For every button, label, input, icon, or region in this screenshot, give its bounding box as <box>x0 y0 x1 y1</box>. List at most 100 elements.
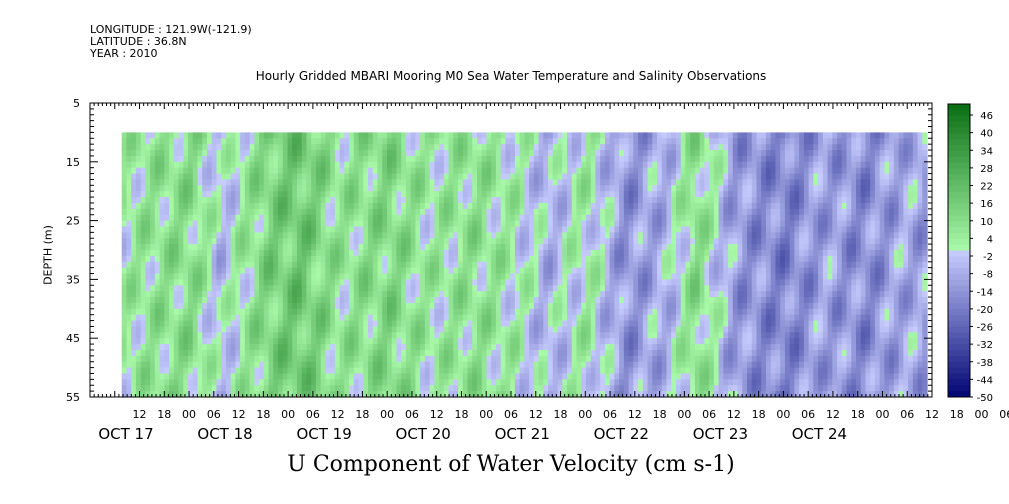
heatmap-cell <box>642 273 649 280</box>
heatmap-cell <box>514 261 521 269</box>
heatmap-cell <box>382 208 388 216</box>
heatmap-cell <box>453 197 459 204</box>
heatmap-cell <box>609 308 615 316</box>
heatmap-cell <box>633 167 639 175</box>
heatmap-cell <box>557 361 563 369</box>
heatmap-cell <box>206 267 213 275</box>
heatmap-cell <box>282 179 289 186</box>
heatmap-cell <box>368 367 374 375</box>
heatmap-cell <box>197 279 203 286</box>
heatmap-cell <box>330 132 336 139</box>
heatmap-cell <box>557 326 563 333</box>
heatmap-cell <box>287 155 293 163</box>
heatmap-cell <box>628 379 634 386</box>
heatmap-cell <box>306 155 312 163</box>
heatmap-cell <box>140 273 146 280</box>
heatmap-cell <box>590 179 597 186</box>
heatmap-cell <box>235 197 241 204</box>
heatmap-cell <box>529 349 535 357</box>
heatmap-cell <box>386 349 393 357</box>
heatmap-cell <box>244 302 251 310</box>
heatmap-cell <box>505 144 511 151</box>
heatmap-cell <box>505 338 511 345</box>
heatmap-cell <box>590 185 597 192</box>
heatmap-cell <box>173 238 180 245</box>
heatmap-cell <box>448 332 454 339</box>
heatmap-cell <box>443 320 450 328</box>
heatmap-cell <box>126 150 132 157</box>
heatmap-cell <box>562 185 568 192</box>
heatmap-cell <box>410 197 417 204</box>
heatmap-cell <box>410 349 417 357</box>
heatmap-cell <box>628 326 634 333</box>
heatmap-cell <box>377 144 383 151</box>
heatmap-cell <box>349 361 355 369</box>
heatmap-cell <box>211 167 218 175</box>
heatmap-cell <box>311 344 317 351</box>
heatmap-cell <box>619 373 625 380</box>
heatmap-cell <box>458 308 464 316</box>
heatmap-cell <box>173 208 180 216</box>
heatmap-cell <box>467 173 473 181</box>
heatmap-cell <box>206 167 213 175</box>
heatmap-cell <box>533 332 540 339</box>
heatmap-cell <box>533 326 540 333</box>
heatmap-cell <box>533 391 540 398</box>
heatmap-cell <box>131 302 137 310</box>
heatmap-cell <box>581 144 587 151</box>
heatmap-cell <box>396 302 402 310</box>
heatmap-cell <box>278 208 284 216</box>
heatmap-cell <box>614 349 620 357</box>
heatmap-cell <box>211 250 218 257</box>
heatmap-cell <box>263 320 270 328</box>
heatmap-cell <box>510 261 516 269</box>
heatmap-cell <box>595 267 601 275</box>
heatmap-cell <box>510 349 516 357</box>
heatmap-cell <box>410 179 417 186</box>
heatmap-cell <box>330 226 336 233</box>
heatmap-cell <box>178 291 184 298</box>
heatmap-cell <box>169 208 175 216</box>
heatmap-cell <box>334 338 341 345</box>
heatmap-cell <box>178 144 184 151</box>
heatmap-cell <box>486 285 492 292</box>
heatmap-cell <box>154 367 161 375</box>
heatmap-cell <box>548 338 554 345</box>
heatmap-cell <box>420 197 426 204</box>
heatmap-cell <box>202 267 208 275</box>
heatmap-cell <box>259 208 265 216</box>
heatmap-cell <box>202 349 208 357</box>
heatmap-cell <box>301 291 308 298</box>
heatmap-cell <box>386 355 393 363</box>
heatmap-cell <box>562 273 568 280</box>
heatmap-cell <box>372 179 379 186</box>
heatmap-cell <box>301 232 308 239</box>
heatmap-cell <box>278 179 284 186</box>
heatmap-cell <box>443 255 450 263</box>
heatmap-cell <box>353 297 360 304</box>
heatmap-cell <box>543 144 549 151</box>
heatmap-cell <box>244 255 251 263</box>
heatmap-cell <box>296 167 303 175</box>
heatmap-cell <box>619 232 625 239</box>
heatmap-cell <box>292 379 298 386</box>
heatmap-cell <box>263 185 270 192</box>
heatmap-cell <box>325 232 331 239</box>
heatmap-cell <box>614 332 620 339</box>
heatmap-cell <box>495 232 502 239</box>
heatmap-cell <box>576 144 582 151</box>
heatmap-cell <box>491 238 497 245</box>
heatmap-cell <box>353 344 360 351</box>
heatmap-cell <box>135 332 142 339</box>
heatmap-cell <box>292 197 298 204</box>
heatmap-cell <box>424 391 431 398</box>
heatmap-cell <box>178 361 184 369</box>
heatmap-cell <box>240 226 246 233</box>
heatmap-cell <box>405 320 412 328</box>
heatmap-cell <box>131 285 137 292</box>
heatmap-cell <box>595 314 601 322</box>
heatmap-cell <box>368 197 374 204</box>
heatmap-cell <box>514 367 521 375</box>
heatmap-cell <box>259 279 265 286</box>
heatmap-cell <box>169 297 175 304</box>
